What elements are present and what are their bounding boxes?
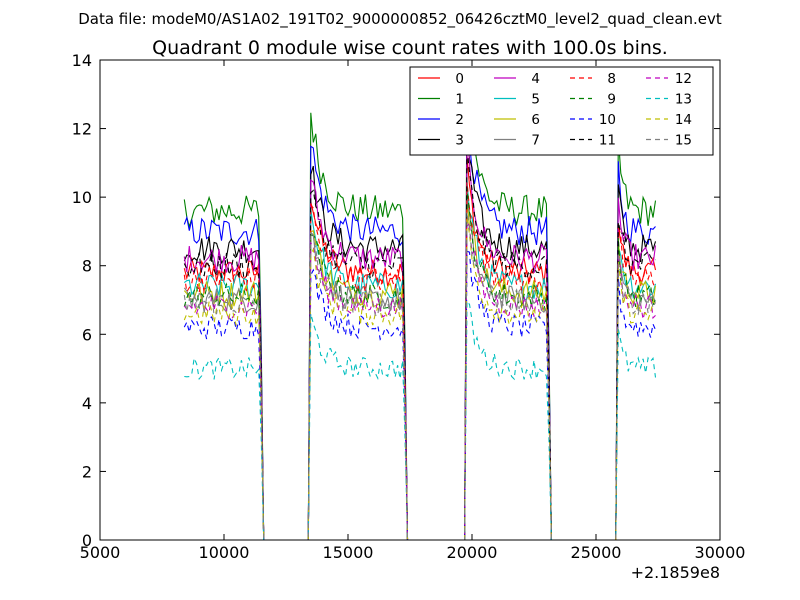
x-offset-label: +2.1859e8: [631, 563, 720, 582]
x-tick-label: 15000: [323, 543, 374, 562]
legend-label-4: 4: [531, 71, 540, 87]
legend-label-13: 13: [675, 92, 692, 108]
legend-label-10: 10: [599, 112, 616, 128]
legend-label-8: 8: [607, 71, 616, 87]
legend-label-1: 1: [455, 92, 464, 108]
y-tick-label: 0: [82, 531, 92, 550]
legend-box: [409, 66, 714, 156]
x-tick-label: 25000: [571, 543, 622, 562]
y-tick-label: 14: [72, 51, 92, 70]
x-axis: 5000 10000 15000 20000 25000 30000: [80, 60, 746, 562]
plot-frame: [99, 59, 721, 541]
legend-label-3: 3: [455, 133, 464, 149]
y-tick-label: 10: [72, 188, 92, 207]
chart-title: Quadrant 0 module wise count rates with …: [152, 37, 668, 59]
legend-label-15: 15: [675, 133, 692, 149]
x-tick-label: 5000: [80, 543, 121, 562]
legend-label-7: 7: [531, 133, 540, 149]
x-tick-label: 20000: [447, 543, 498, 562]
legend-label-2: 2: [455, 112, 464, 128]
legend-label-5: 5: [531, 92, 540, 108]
legend-label-11: 11: [599, 133, 616, 149]
legend-label-6: 6: [531, 112, 540, 128]
legend-label-9: 9: [607, 92, 616, 108]
x-tick-label: 30000: [695, 543, 746, 562]
legend-label-14: 14: [675, 112, 692, 128]
legend-label-12: 12: [675, 71, 692, 87]
y-tick-label: 8: [82, 257, 92, 276]
y-tick-label: 4: [82, 394, 92, 413]
figure-suptitle: Data file: modeM0/AS1A02_191T02_90000008…: [78, 10, 722, 29]
y-tick-label: 2: [82, 462, 92, 481]
y-tick-label: 6: [82, 325, 92, 344]
legend-label-0: 0: [455, 71, 464, 87]
y-tick-label: 12: [72, 120, 92, 139]
x-tick-label: 10000: [199, 543, 250, 562]
